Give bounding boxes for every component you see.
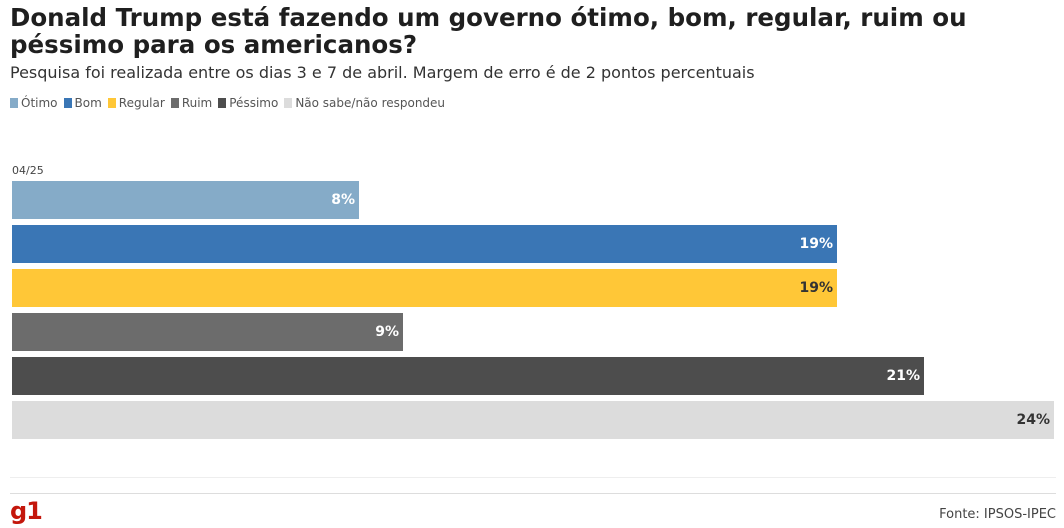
legend-swatch [170,98,179,108]
legend: Ótimo Bom Regular Ruim Péssimo Não sabe/não r… [10,96,445,110]
bar-value-label: 19% [799,280,833,296]
legend-item: Não sabe/não respondeu [284,96,445,110]
source-note: Fonte: IPSOS-IPEC [939,507,1056,522]
legend-item: Ruim [170,96,213,110]
bar: 19% [12,225,837,263]
bar: 24% [12,401,1054,439]
legend-label: Péssimo [229,96,279,110]
legend-item: Regular [107,96,165,110]
bar: 21% [12,357,924,395]
legend-label: Ruim [181,96,213,110]
bar: 8% [12,181,359,219]
category-label: 04/25 [12,164,44,177]
legend-label: Regular [118,96,165,110]
chart-title: Donald Trump está fazendo um governo óti… [10,3,967,59]
footer-divider [10,493,1056,494]
bar-value-label: 19% [799,236,833,252]
legend-label: Não sabe/não respondeu [295,96,446,110]
legend-label: Ótimo [21,96,58,110]
legend-item: Péssimo [218,96,278,110]
legend-item: Ótimo [10,96,58,110]
bar: 19% [12,269,837,307]
bar-value-label: 8% [331,192,355,208]
divider [10,477,1056,478]
legend-swatch [218,98,227,108]
legend-swatch [107,98,116,108]
bar: 9% [12,313,403,351]
bar-value-label: 24% [1016,412,1050,428]
legend-item: Bom [63,96,102,110]
legend-swatch [284,98,293,108]
legend-swatch [63,98,72,108]
bar-value-label: 21% [886,368,920,384]
legend-label: Bom [74,96,102,110]
g1-logo: g1 [10,497,43,525]
chart-subtitle: Pesquisa foi realizada entre os dias 3 e… [10,63,755,82]
legend-swatch [10,98,18,108]
bar-value-label: 9% [375,324,399,340]
